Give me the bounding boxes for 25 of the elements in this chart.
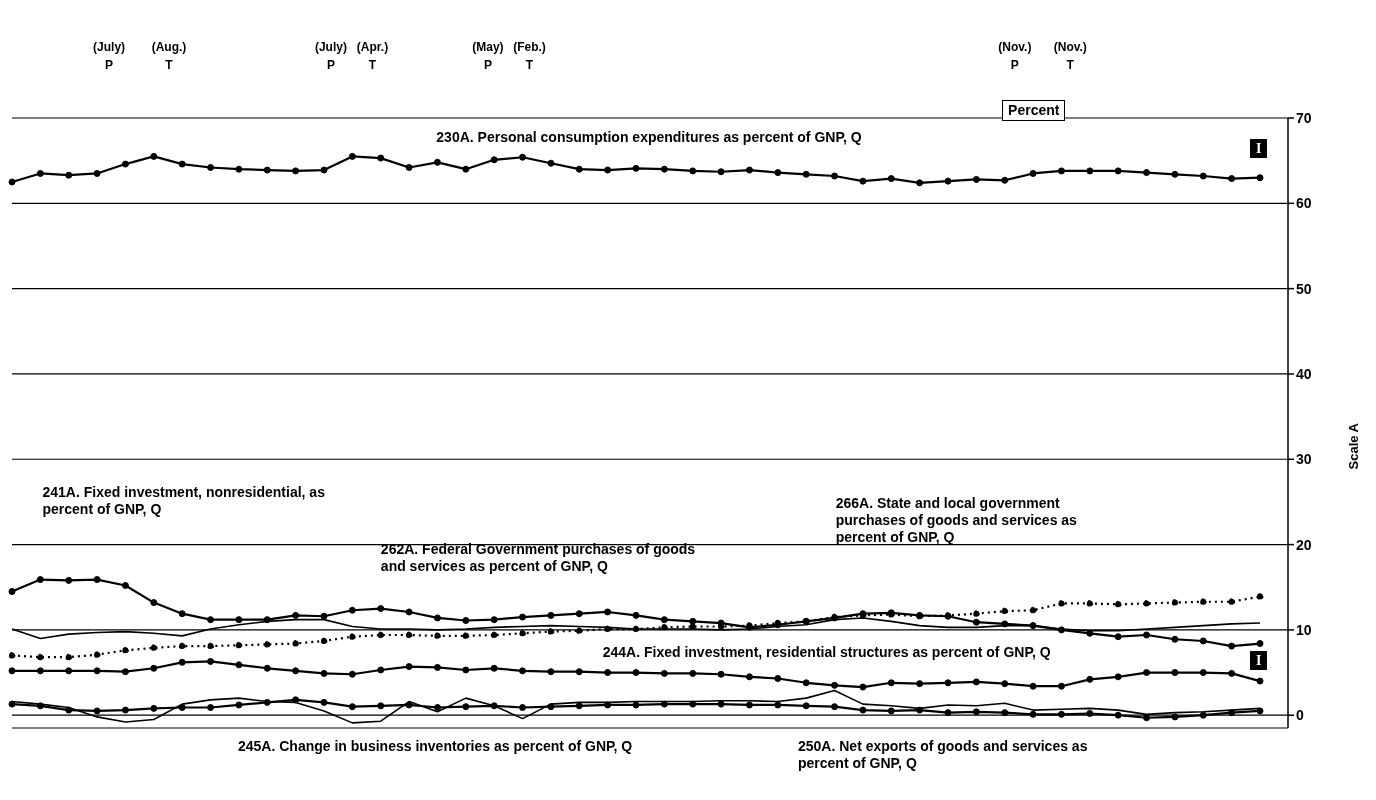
y-tick-label: 40 — [1296, 365, 1312, 382]
annotation: I — [1250, 651, 1268, 671]
text: (July) P — [314, 39, 347, 74]
y-tick-label: 10 — [1296, 621, 1312, 638]
text: (Apr.) T — [356, 39, 389, 74]
text: (May) P — [472, 39, 504, 74]
y-tick-label: 30 — [1296, 451, 1312, 468]
text: 245A. Change in business inventories as percent of GNP, Q — [238, 738, 634, 755]
text: 250A. Net exports of goods and services as percent of GNP, Q — [798, 738, 1089, 772]
text: (Feb.) T — [513, 39, 546, 74]
y-axis-title: Scale A — [1345, 422, 1361, 470]
text: (Aug.) T — [151, 39, 187, 74]
annotation: 230A. Personal consumption expenditures as percent of GNP, Q — [436, 128, 863, 146]
y-tick-label: 20 — [1296, 536, 1312, 553]
text: (Nov.) T — [1053, 39, 1087, 74]
annotation: 241A. Fixed investment, nonresidential, as percent of GNP, Q — [42, 484, 326, 519]
annotation: 244A. Fixed investment, residential structures as percent of GNP, Q — [602, 643, 1051, 660]
annotation: Percent — [1002, 100, 1066, 121]
y-tick-label: 0 — [1296, 707, 1304, 724]
y-tick-label: 70 — [1296, 109, 1312, 126]
text: (July) P — [93, 39, 126, 74]
annotation: I — [1250, 139, 1268, 159]
text: (Nov.) P — [998, 39, 1032, 74]
y-tick-label: 50 — [1296, 280, 1312, 297]
y-tick-label: 60 — [1296, 195, 1312, 212]
